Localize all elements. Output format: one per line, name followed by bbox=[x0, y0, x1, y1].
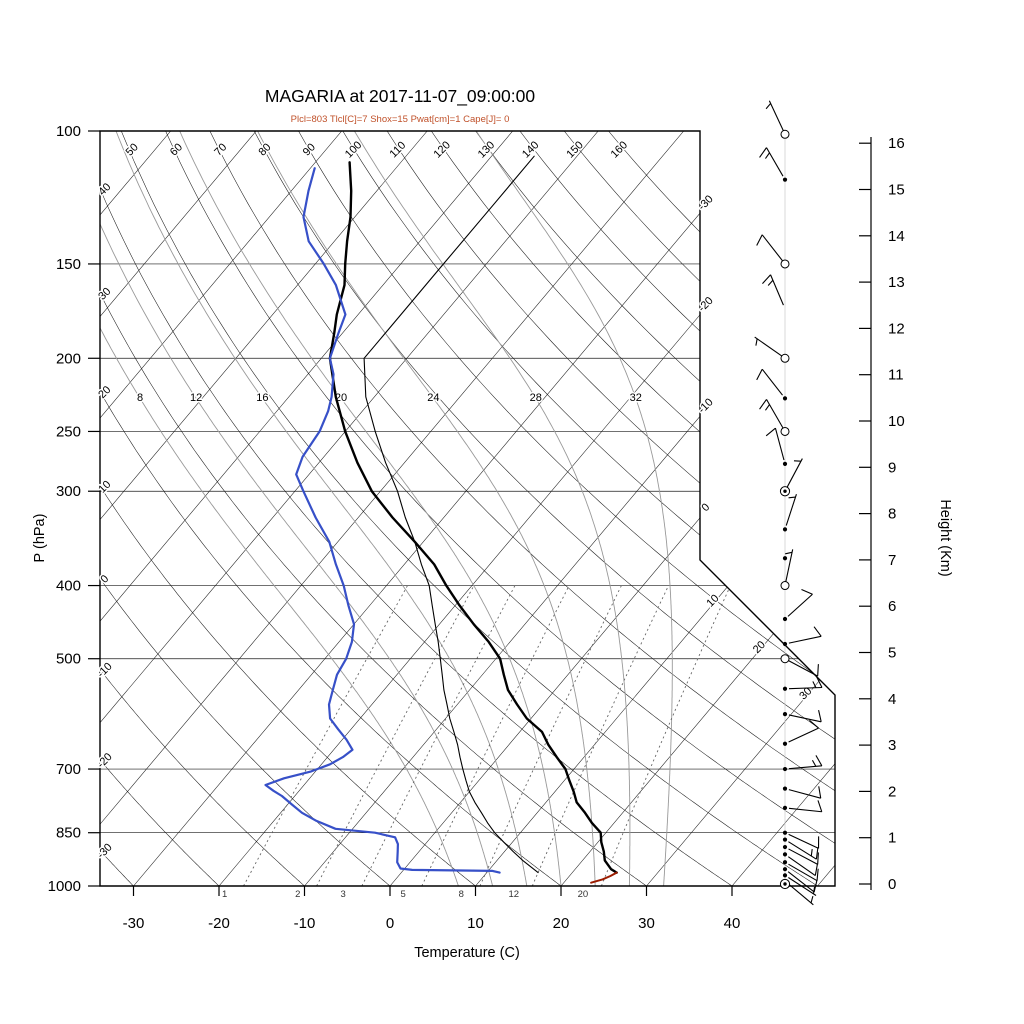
temperature-axis-title: Temperature (C) bbox=[414, 945, 520, 961]
svg-text:16: 16 bbox=[888, 135, 905, 152]
svg-text:10: 10 bbox=[704, 592, 721, 609]
svg-text:500: 500 bbox=[56, 651, 81, 668]
svg-text:12: 12 bbox=[888, 320, 905, 337]
svg-text:16: 16 bbox=[256, 392, 268, 404]
svg-text:14: 14 bbox=[888, 228, 905, 245]
svg-text:8: 8 bbox=[137, 392, 143, 404]
svg-text:-20: -20 bbox=[696, 295, 716, 315]
svg-text:20: 20 bbox=[96, 384, 113, 401]
svg-text:6: 6 bbox=[888, 598, 896, 615]
svg-text:20: 20 bbox=[578, 889, 589, 900]
svg-text:70: 70 bbox=[212, 141, 229, 158]
svg-text:150: 150 bbox=[564, 139, 585, 160]
svg-text:250: 250 bbox=[56, 423, 81, 440]
pressure-axis-title: P (hPa) bbox=[32, 514, 48, 563]
height-axis-title: Height (Km) bbox=[937, 499, 953, 576]
svg-text:1000: 1000 bbox=[48, 878, 81, 895]
svg-text:400: 400 bbox=[56, 578, 81, 595]
chart-title: MAGARIA at 2017-11-07_09:00:00 bbox=[265, 86, 535, 107]
svg-text:-30: -30 bbox=[123, 915, 145, 932]
svg-text:2: 2 bbox=[888, 783, 896, 800]
svg-text:0: 0 bbox=[386, 915, 394, 932]
svg-text:5: 5 bbox=[888, 645, 896, 662]
svg-text:-20: -20 bbox=[95, 751, 115, 771]
svg-text:850: 850 bbox=[56, 825, 81, 842]
svg-text:20: 20 bbox=[751, 639, 768, 656]
svg-text:7: 7 bbox=[888, 552, 896, 569]
chart-subtitle: Plcl=803 Tlcl[C]=7 Shox=15 Pwat[cm]=1 Ca… bbox=[291, 114, 510, 125]
svg-text:10: 10 bbox=[467, 915, 484, 932]
svg-text:8: 8 bbox=[459, 889, 464, 900]
svg-text:15: 15 bbox=[888, 182, 905, 199]
svg-text:30: 30 bbox=[96, 285, 113, 302]
svg-text:24: 24 bbox=[427, 392, 439, 404]
svg-text:1: 1 bbox=[222, 889, 227, 900]
svg-text:8: 8 bbox=[888, 506, 896, 523]
svg-text:10: 10 bbox=[888, 413, 905, 430]
svg-text:40: 40 bbox=[724, 915, 741, 932]
svg-text:-10: -10 bbox=[95, 661, 115, 681]
svg-text:300: 300 bbox=[56, 483, 81, 500]
svg-text:60: 60 bbox=[168, 141, 185, 158]
svg-text:12: 12 bbox=[190, 392, 202, 404]
svg-text:160: 160 bbox=[609, 139, 630, 160]
svg-text:140: 140 bbox=[520, 139, 541, 160]
svg-text:20: 20 bbox=[553, 915, 570, 932]
svg-text:9: 9 bbox=[888, 459, 896, 476]
svg-text:4: 4 bbox=[888, 691, 896, 708]
svg-text:40: 40 bbox=[96, 181, 113, 198]
svg-text:5: 5 bbox=[400, 889, 405, 900]
svg-text:-30: -30 bbox=[95, 841, 115, 861]
svg-text:12: 12 bbox=[508, 889, 519, 900]
svg-text:700: 700 bbox=[56, 761, 81, 778]
svg-text:100: 100 bbox=[56, 123, 81, 140]
svg-text:11: 11 bbox=[888, 367, 904, 384]
svg-text:0: 0 bbox=[888, 876, 896, 893]
svg-text:30: 30 bbox=[638, 915, 655, 932]
svg-text:200: 200 bbox=[56, 350, 81, 367]
svg-text:-20: -20 bbox=[208, 915, 230, 932]
svg-text:90: 90 bbox=[301, 141, 318, 158]
svg-text:3: 3 bbox=[888, 737, 896, 754]
svg-text:10: 10 bbox=[96, 479, 113, 496]
wind-barb-layer bbox=[754, 100, 823, 906]
svg-text:13: 13 bbox=[888, 274, 905, 291]
svg-text:2: 2 bbox=[295, 889, 300, 900]
svg-text:-10: -10 bbox=[696, 396, 716, 416]
svg-text:-10: -10 bbox=[294, 915, 316, 932]
sounding-curve-layer bbox=[264, 155, 618, 884]
svg-text:1: 1 bbox=[888, 830, 896, 847]
svg-text:32: 32 bbox=[630, 392, 642, 404]
svg-text:150: 150 bbox=[56, 256, 81, 273]
svg-text:3: 3 bbox=[341, 889, 346, 900]
svg-text:28: 28 bbox=[530, 392, 542, 404]
svg-text:-30: -30 bbox=[696, 193, 716, 213]
svg-text:0: 0 bbox=[699, 501, 712, 514]
